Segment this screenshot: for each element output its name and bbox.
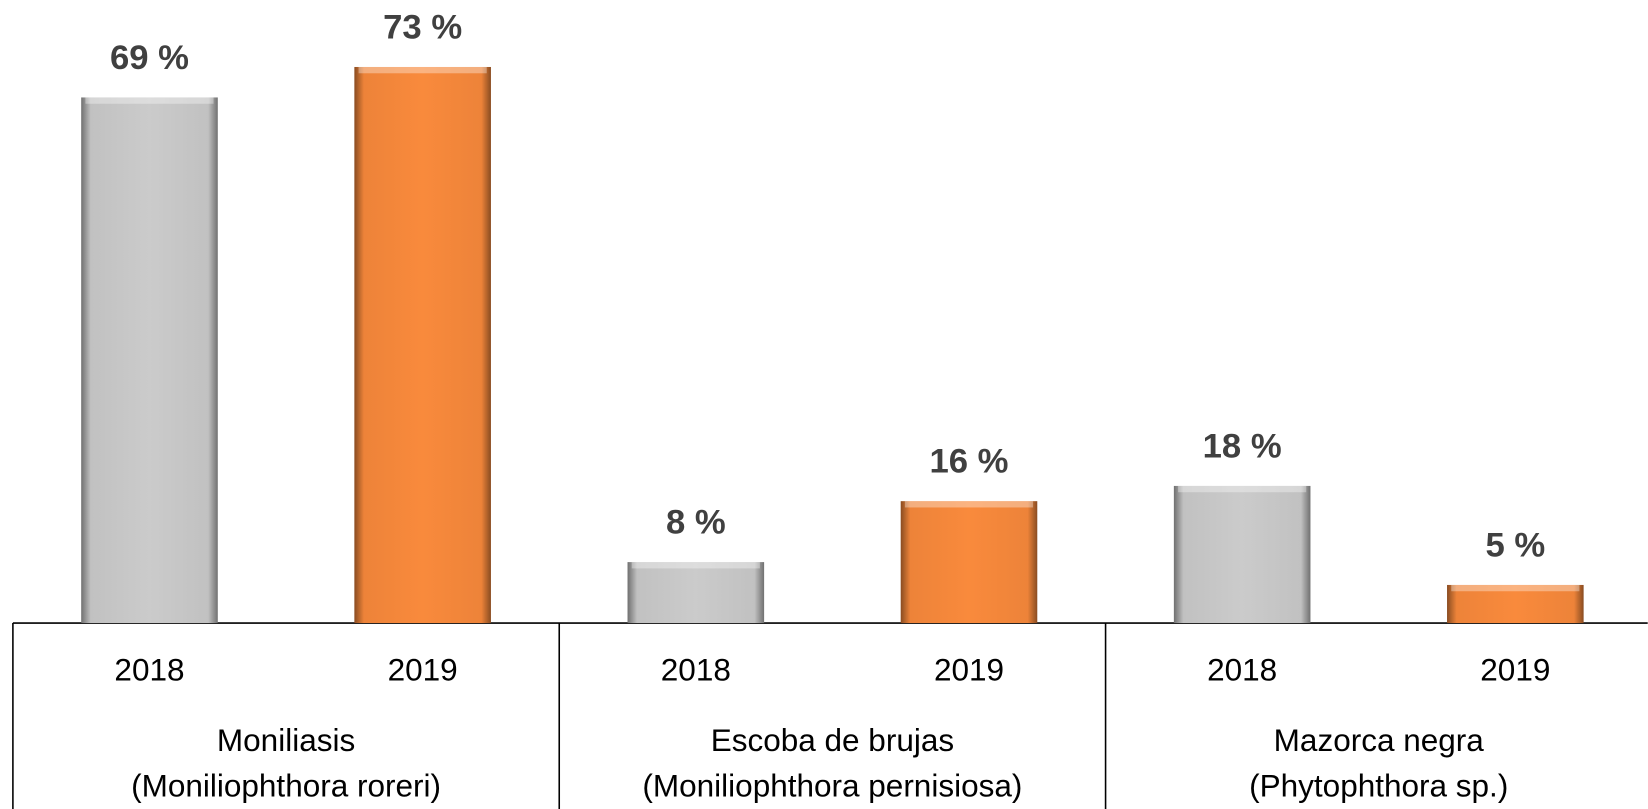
value-label: 73 %: [383, 8, 462, 46]
x-tick-label: 2018: [1207, 652, 1277, 688]
x-tick-label: 2018: [114, 652, 184, 688]
x-tick-label: 2019: [388, 652, 458, 688]
value-label: 69 %: [110, 39, 189, 77]
bar: [1173, 485, 1311, 624]
group-label: (Phytophthora sp.): [1249, 767, 1508, 803]
bar: [1447, 584, 1584, 624]
bar: [81, 97, 218, 624]
group-label: Escoba de brujas: [711, 722, 954, 758]
bar: [354, 66, 491, 624]
group-label: Mazorca negra: [1274, 722, 1485, 758]
x-tick-label: 2019: [1480, 652, 1550, 688]
value-label: 18 %: [1203, 427, 1282, 465]
bar-bevel: [631, 562, 760, 569]
bar-bevel: [85, 97, 214, 104]
group-label: Moniliasis: [217, 722, 355, 758]
bar-bevel: [904, 501, 1034, 508]
group-label: (Moniliophthora roreri): [131, 767, 441, 803]
bar-bevel: [358, 66, 487, 74]
x-tick-label: 2019: [934, 652, 1004, 688]
value-label: 5 %: [1485, 526, 1545, 564]
bar-bevel: [1451, 584, 1580, 592]
bar: [627, 562, 765, 624]
value-label: 16 %: [929, 442, 1008, 480]
bar-bevel: [1178, 485, 1307, 493]
x-tick-label: 2018: [661, 652, 731, 688]
group-label: (Moniliophthora pernisiosa): [642, 767, 1022, 803]
bar: [900, 501, 1038, 624]
value-label: 8 %: [666, 503, 726, 541]
